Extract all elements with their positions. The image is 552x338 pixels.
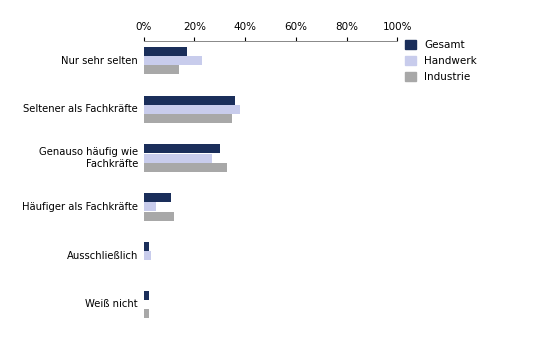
- Bar: [144, 105, 240, 114]
- Bar: [144, 242, 148, 251]
- Bar: [144, 202, 156, 211]
- Bar: [144, 193, 172, 202]
- Bar: [144, 212, 174, 221]
- Bar: [144, 163, 227, 172]
- Bar: [144, 56, 202, 65]
- Bar: [144, 144, 220, 153]
- Bar: [144, 47, 187, 56]
- Bar: [144, 251, 151, 260]
- Bar: [144, 154, 212, 163]
- Bar: [144, 96, 235, 105]
- Bar: [144, 114, 232, 123]
- Bar: [144, 291, 148, 299]
- Bar: [144, 66, 179, 74]
- Bar: [144, 309, 148, 318]
- Legend: Gesamt, Handwerk, Industrie: Gesamt, Handwerk, Industrie: [405, 40, 477, 82]
